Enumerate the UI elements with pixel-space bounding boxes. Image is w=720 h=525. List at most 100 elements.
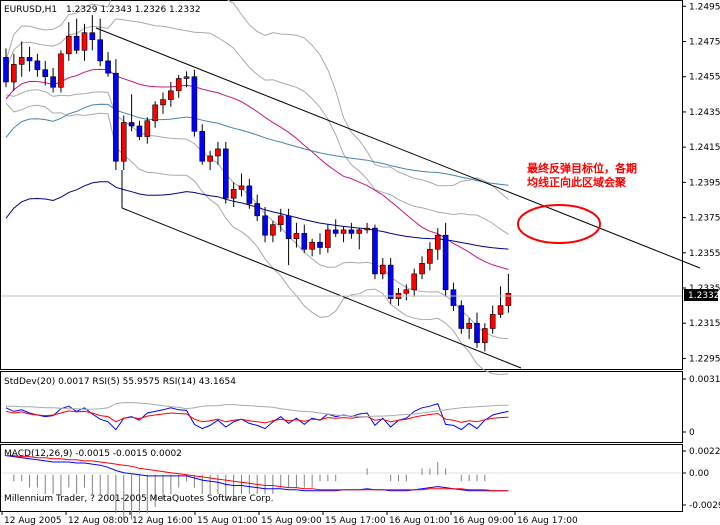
bull-candle	[427, 248, 433, 264]
bull-candle	[66, 35, 72, 55]
macd-tick-label: -0.0029	[689, 501, 720, 511]
bear-candle	[474, 322, 480, 343]
bear-candle	[387, 264, 394, 299]
bear-candle	[450, 289, 457, 306]
annotation-line1: 最终反弹目标位，各期	[527, 161, 637, 175]
bull-candle	[293, 233, 300, 240]
bull-candle	[356, 229, 363, 234]
copyright-text: Millennium Trader, ? 2001-2005 MetaQuote…	[4, 494, 274, 504]
bull-candle	[411, 273, 418, 291]
price-tick-label: 1.2495	[689, 2, 720, 12]
time-tick-label: 16 Aug 01:00	[389, 516, 450, 525]
band-line-1	[5, 102, 509, 376]
bear-candle	[113, 72, 119, 162]
bull-candle	[325, 229, 331, 248]
bear-candle	[223, 148, 229, 199]
price-tick-label: 1.2455	[689, 73, 720, 83]
bear-candle	[50, 76, 56, 88]
bull-candle	[364, 227, 370, 231]
ohlc-readout: 1.2329 1.2343 1.2326 1.2332	[66, 5, 201, 15]
price-panel-frame	[0, 0, 683, 370]
bear-candle	[89, 32, 96, 41]
rsi-series-0	[5, 402, 509, 431]
price-tick-label: 1.2395	[689, 178, 720, 188]
bull-candle	[18, 57, 25, 65]
macd-tick-label: 0.0022	[689, 447, 720, 457]
bear-candle	[285, 215, 292, 240]
rsi-panel-title: StdDev(20) 0.0017 RSI(5) 55.9575 RSI(14)…	[4, 377, 236, 387]
bear-candle	[136, 125, 143, 137]
rsi-panel-frame	[0, 371, 683, 443]
bear-candle	[26, 57, 33, 62]
time-tick-label: 15 Aug 01:00	[197, 516, 258, 525]
price-tick-label: 1.2415	[689, 143, 720, 153]
price-tick-label: 1.2355	[689, 249, 720, 259]
time-tick-label: 16 Aug 09:00	[453, 516, 514, 525]
macd-tick-label: 0.00	[689, 469, 709, 479]
bear-candle	[348, 229, 355, 234]
rsi-series-1	[5, 410, 509, 424]
time-tick-label: 16 Aug 17:00	[517, 516, 578, 525]
bull-candle	[340, 229, 347, 234]
bear-candle	[442, 234, 449, 291]
moving-average-1	[5, 103, 509, 186]
bull-candle	[277, 215, 284, 225]
bull-candle	[489, 314, 496, 329]
bear-candle	[3, 57, 9, 83]
rsi-lines	[5, 402, 509, 431]
channel-lower-line[interactable]	[121, 207, 522, 369]
bull-candle	[160, 99, 166, 106]
bull-candle	[497, 305, 504, 315]
bull-candle	[270, 224, 276, 236]
rsi-tick-label: 0.0031	[689, 375, 720, 385]
bull-candle	[152, 104, 158, 122]
bull-candle	[238, 185, 245, 190]
symbol-header: EURUSD,H1	[4, 5, 57, 15]
bear-candle	[73, 35, 80, 51]
bear-candle	[254, 203, 260, 217]
bear-candle	[128, 122, 135, 127]
bull-candle	[207, 155, 213, 162]
macd-signal-line	[6, 455, 509, 492]
bear-candle	[458, 305, 465, 329]
price-tick-label: 1.2295	[689, 354, 720, 364]
price-tick-label: 1.2315	[689, 319, 720, 329]
time-tick-label: 15 Aug 17:00	[325, 516, 386, 525]
band-line-2	[5, 18, 509, 235]
time-tick-label: 12 Aug 16:00	[132, 516, 193, 525]
annotation-line2: 均线正向此区域会聚	[527, 175, 627, 189]
bear-candle	[332, 229, 339, 234]
bear-candle	[262, 215, 268, 236]
bull-candle	[419, 263, 425, 275]
bear-candle	[34, 60, 41, 70]
bull-candle	[505, 292, 512, 306]
current-price-label: 1.2332	[688, 291, 720, 301]
bull-candle	[466, 322, 472, 329]
macd-line	[5, 455, 509, 492]
bull-candle	[230, 189, 237, 199]
macd-lines	[5, 455, 509, 520]
bull-candle	[183, 76, 190, 79]
bull-candle	[403, 289, 410, 294]
bear-candle	[105, 60, 111, 74]
macd-panel-frame	[0, 444, 683, 512]
bear-candle	[317, 241, 323, 248]
bear-candle	[191, 76, 198, 132]
time-tick-label: 12 Aug 2005	[4, 516, 62, 525]
bull-candle	[482, 328, 488, 343]
bull-candle	[168, 90, 174, 100]
bear-candle	[199, 130, 206, 162]
moving-average-0	[5, 68, 509, 270]
bull-candle	[175, 78, 182, 92]
bear-candle	[301, 233, 308, 250]
bear-candle	[246, 185, 253, 204]
price-tick-label: 1.2475	[689, 37, 720, 47]
rsi-series-2	[6, 402, 509, 418]
target-zone-ellipse[interactable]	[517, 204, 601, 244]
macd-panel-title: MACD(12,26,9) -0.0015 -0.0015 0.0002	[4, 449, 182, 459]
time-tick-label: 15 Aug 09:00	[261, 516, 322, 525]
bear-candle	[42, 69, 49, 78]
macd-axis: 0.0022 0.00 -0.0029	[682, 447, 720, 511]
price-tick-label: 1.2435	[689, 108, 720, 118]
